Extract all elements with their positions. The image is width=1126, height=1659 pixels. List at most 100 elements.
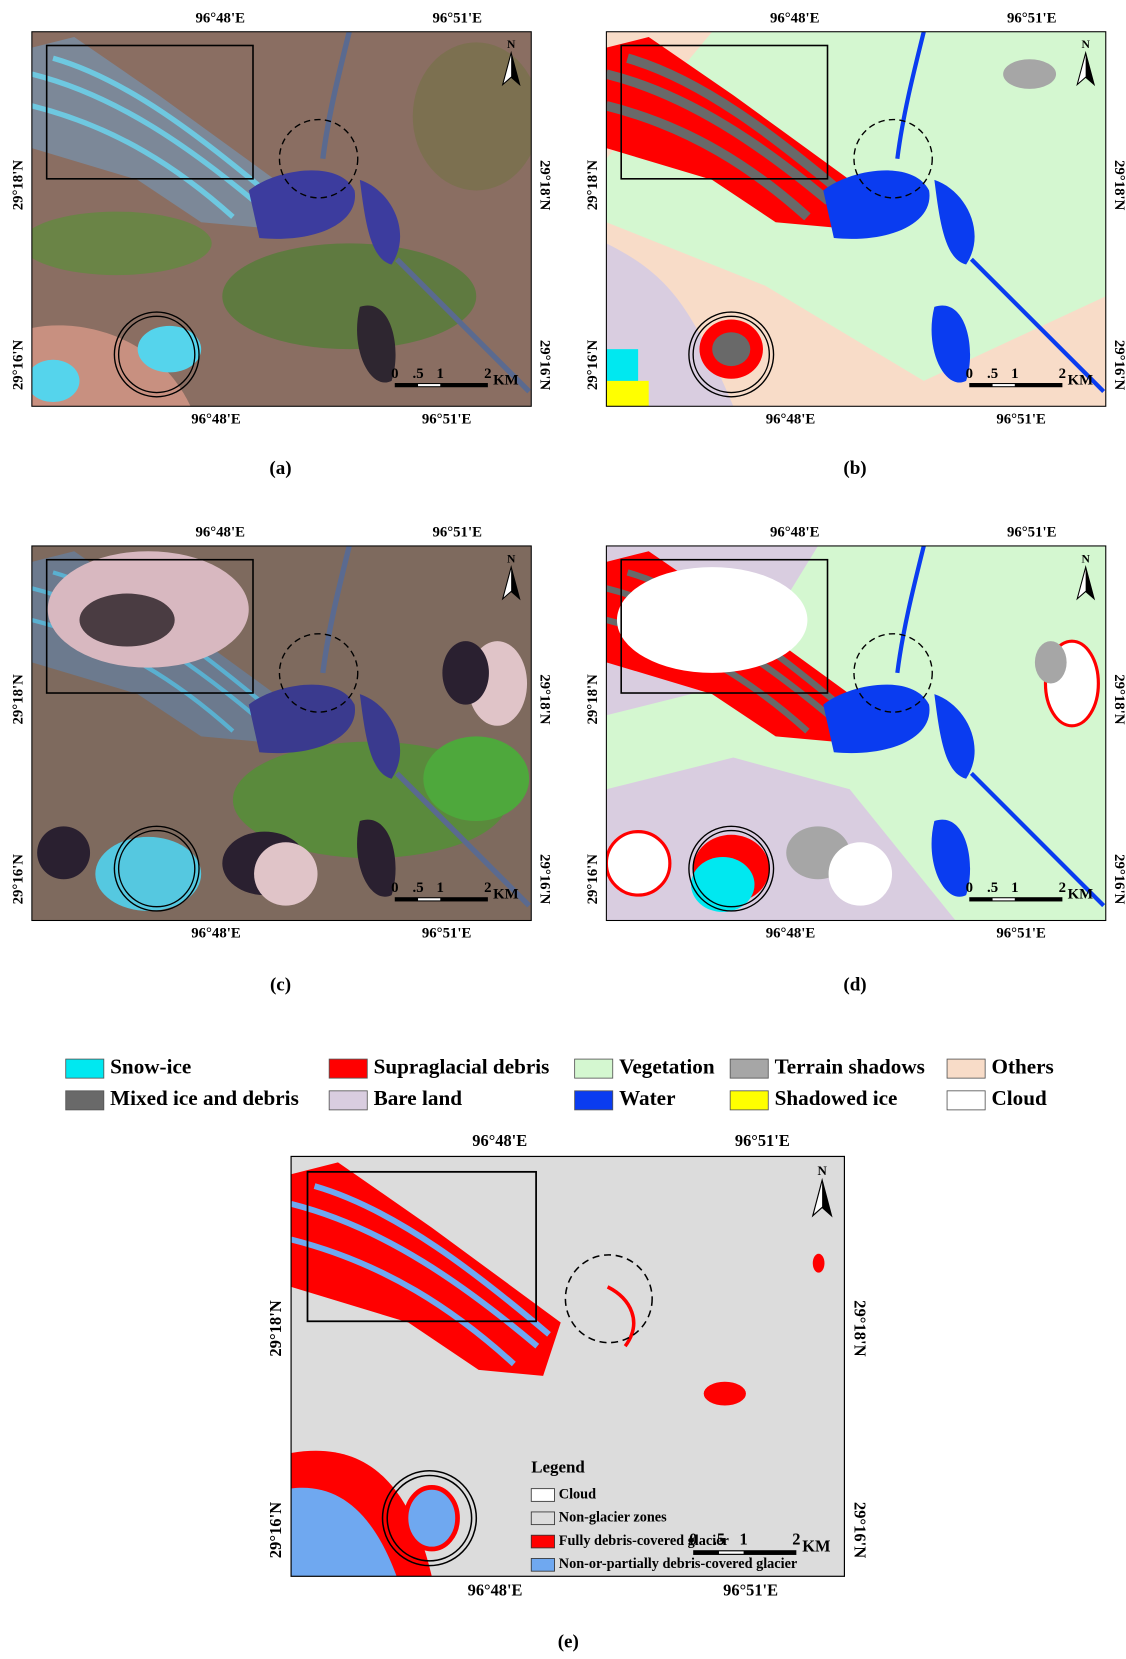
legend-label: Cloud <box>992 1086 1048 1110</box>
legend-label: Terrain shadows <box>775 1054 925 1078</box>
panel-caption: (b) <box>843 458 866 479</box>
lat-label-right: 29°16'N <box>851 1502 870 1559</box>
legend-swatch <box>329 1059 367 1078</box>
legend-swatch <box>531 1489 554 1502</box>
lat-label-right: 29°18'N <box>1111 160 1126 211</box>
lat-label-right: 29°18'N <box>537 674 553 725</box>
legend-label: Mixed ice and debris <box>110 1086 299 1110</box>
lon-label-top: 96°48'E <box>472 1131 527 1150</box>
scale-bar <box>395 897 488 901</box>
scale-label: 0 <box>391 880 398 896</box>
lon-label-bottom: 96°48'E <box>766 926 816 942</box>
legend-swatch <box>66 1059 104 1078</box>
lon-label-bottom: 96°48'E <box>191 411 241 427</box>
legend-swatch <box>947 1091 985 1110</box>
scale-unit: KM <box>493 372 519 388</box>
lat-label-right: 29°16'N <box>1111 340 1126 391</box>
legend-label: Non-or-partially debris-covered glacier <box>559 1556 798 1572</box>
scale-label: .5 <box>412 880 423 896</box>
panel-caption: (c) <box>270 974 291 995</box>
legend-title: Legend <box>531 1457 585 1476</box>
legend-label: Snow-ice <box>110 1054 191 1078</box>
page: Glacier classification maps {"panels": [… <box>0 0 1126 1659</box>
lon-label-top: 96°48'E <box>195 525 245 541</box>
legend-label: Water <box>619 1086 675 1110</box>
lat-label-left: 29°18'N <box>11 674 27 725</box>
lon-label-top: 96°51'E <box>432 525 482 541</box>
scale-label: 2 <box>484 880 491 896</box>
scale-bar <box>395 383 488 387</box>
legend-label: Non-glacier zones <box>559 1510 667 1526</box>
figure: N0.512KM96°48'E96°51'E96°48'E96°51'E29°1… <box>0 0 1126 1659</box>
scale-bar <box>969 897 1062 901</box>
legend-swatch <box>730 1059 768 1078</box>
scale-bar-white <box>719 1551 744 1553</box>
legend-label: Vegetation <box>619 1054 715 1078</box>
lon-label-top: 96°51'E <box>1007 10 1057 26</box>
lon-label-bottom: 96°48'E <box>191 926 241 942</box>
lon-label-top: 96°51'E <box>1007 525 1057 541</box>
lon-label-bottom: 96°48'E <box>468 1580 523 1599</box>
scale-bar-white <box>993 384 1015 386</box>
scale-label: 1 <box>1011 366 1018 382</box>
lat-label-right: 29°16'N <box>537 854 553 905</box>
panel-caption: (a) <box>269 458 291 479</box>
scale-label: 0 <box>966 880 973 896</box>
scale-label: 2 <box>484 366 491 382</box>
lat-label-left: 29°16'N <box>585 854 601 905</box>
legend-label: Shadowed ice <box>775 1086 898 1110</box>
legend-swatch <box>947 1059 985 1078</box>
legend-swatch <box>66 1091 104 1110</box>
legend-swatch <box>531 1512 554 1525</box>
legend-swatch <box>531 1535 554 1548</box>
lon-label-top: 96°51'E <box>432 10 482 26</box>
scale-label: .5 <box>987 880 998 896</box>
lat-label-right: 29°18'N <box>537 160 553 211</box>
lat-label-left: 29°16'N <box>266 1502 285 1559</box>
legend-label: Cloud <box>559 1486 596 1502</box>
scale-label: 0 <box>966 366 973 382</box>
scale-unit: KM <box>493 887 519 903</box>
scale-label: 1 <box>437 366 444 382</box>
lat-label-right: 29°18'N <box>1111 674 1126 725</box>
lat-label-left: 29°16'N <box>11 340 27 391</box>
scale-label: 0 <box>391 366 398 382</box>
scale-bar <box>969 383 1062 387</box>
lon-label-bottom: 96°51'E <box>422 926 472 942</box>
scale-unit: KM <box>1068 887 1094 903</box>
lon-label-top: 96°48'E <box>770 10 820 26</box>
legend-swatch <box>329 1091 367 1110</box>
legend-label: Supraglacial debris <box>374 1054 550 1078</box>
lat-label-left: 29°18'N <box>585 674 601 725</box>
scale-label: 2 <box>1059 880 1066 896</box>
map-d: N0.512KM96°48'E96°51'E96°48'E96°51'E29°1… <box>585 525 1126 942</box>
scale-bar-white <box>418 898 440 900</box>
lon-label-bottom: 96°51'E <box>996 926 1046 942</box>
lon-label-bottom: 96°51'E <box>422 411 472 427</box>
panel-caption: (e) <box>558 1632 579 1653</box>
scale-label: 1 <box>739 1529 747 1548</box>
panel-caption: (d) <box>843 974 866 995</box>
lon-label-top: 96°48'E <box>195 10 245 26</box>
lat-label-left: 29°16'N <box>585 340 601 391</box>
lat-label-left: 29°18'N <box>11 160 27 211</box>
map-a: N 0 .5 1 2KM 96°48'E 96°51'E 96°48'E 96°51'E 29°1… <box>11 10 553 427</box>
scale-label: 2 <box>792 1529 800 1548</box>
lat-label-left: 29°16'N <box>11 854 27 905</box>
lon-label-bottom: 96°51'E <box>723 1580 778 1599</box>
lat-label-left: 29°18'N <box>266 1300 285 1357</box>
lon-label-bottom: 96°51'E <box>996 411 1046 427</box>
scale-unit: KM <box>802 1537 831 1556</box>
scale-bar-white <box>993 898 1015 900</box>
scale-bar-white <box>418 384 440 386</box>
scale-label: .5 <box>412 366 423 382</box>
north-label: N <box>507 552 516 565</box>
north-label: N <box>507 38 516 51</box>
lat-label-left: 29°18'N <box>585 160 601 211</box>
lon-label-top: 96°51'E <box>735 1131 790 1150</box>
lon-label-top: 96°48'E <box>770 525 820 541</box>
lat-label-right: 29°18'N <box>851 1300 870 1357</box>
